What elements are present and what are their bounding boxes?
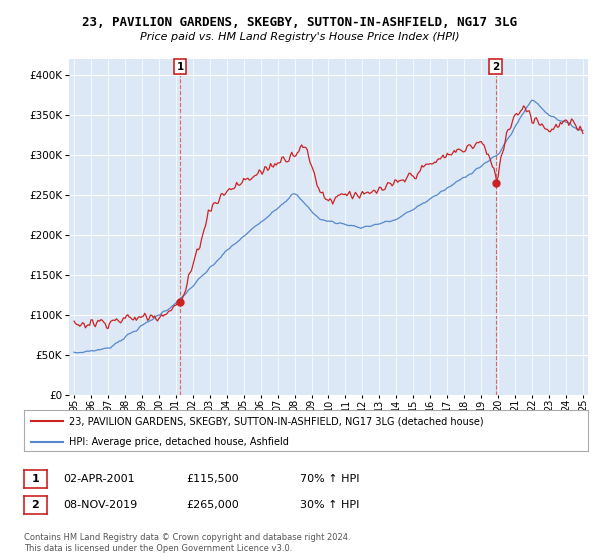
- Text: Price paid vs. HM Land Registry's House Price Index (HPI): Price paid vs. HM Land Registry's House …: [140, 32, 460, 43]
- Text: 08-NOV-2019: 08-NOV-2019: [63, 500, 137, 510]
- Text: 30% ↑ HPI: 30% ↑ HPI: [300, 500, 359, 510]
- Text: 1: 1: [176, 62, 184, 72]
- Text: 02-APR-2001: 02-APR-2001: [63, 474, 134, 484]
- Text: 1: 1: [32, 474, 39, 484]
- Text: 70% ↑ HPI: 70% ↑ HPI: [300, 474, 359, 484]
- Text: HPI: Average price, detached house, Ashfield: HPI: Average price, detached house, Ashf…: [69, 437, 289, 447]
- Text: Contains HM Land Registry data © Crown copyright and database right 2024.
This d: Contains HM Land Registry data © Crown c…: [24, 533, 350, 553]
- Text: 23, PAVILION GARDENS, SKEGBY, SUTTON-IN-ASHFIELD, NG17 3LG: 23, PAVILION GARDENS, SKEGBY, SUTTON-IN-…: [83, 16, 517, 29]
- Text: 2: 2: [492, 62, 499, 72]
- Text: 23, PAVILION GARDENS, SKEGBY, SUTTON-IN-ASHFIELD, NG17 3LG (detached house): 23, PAVILION GARDENS, SKEGBY, SUTTON-IN-…: [69, 417, 484, 426]
- Text: £115,500: £115,500: [186, 474, 239, 484]
- Text: 2: 2: [32, 500, 39, 510]
- Text: £265,000: £265,000: [186, 500, 239, 510]
